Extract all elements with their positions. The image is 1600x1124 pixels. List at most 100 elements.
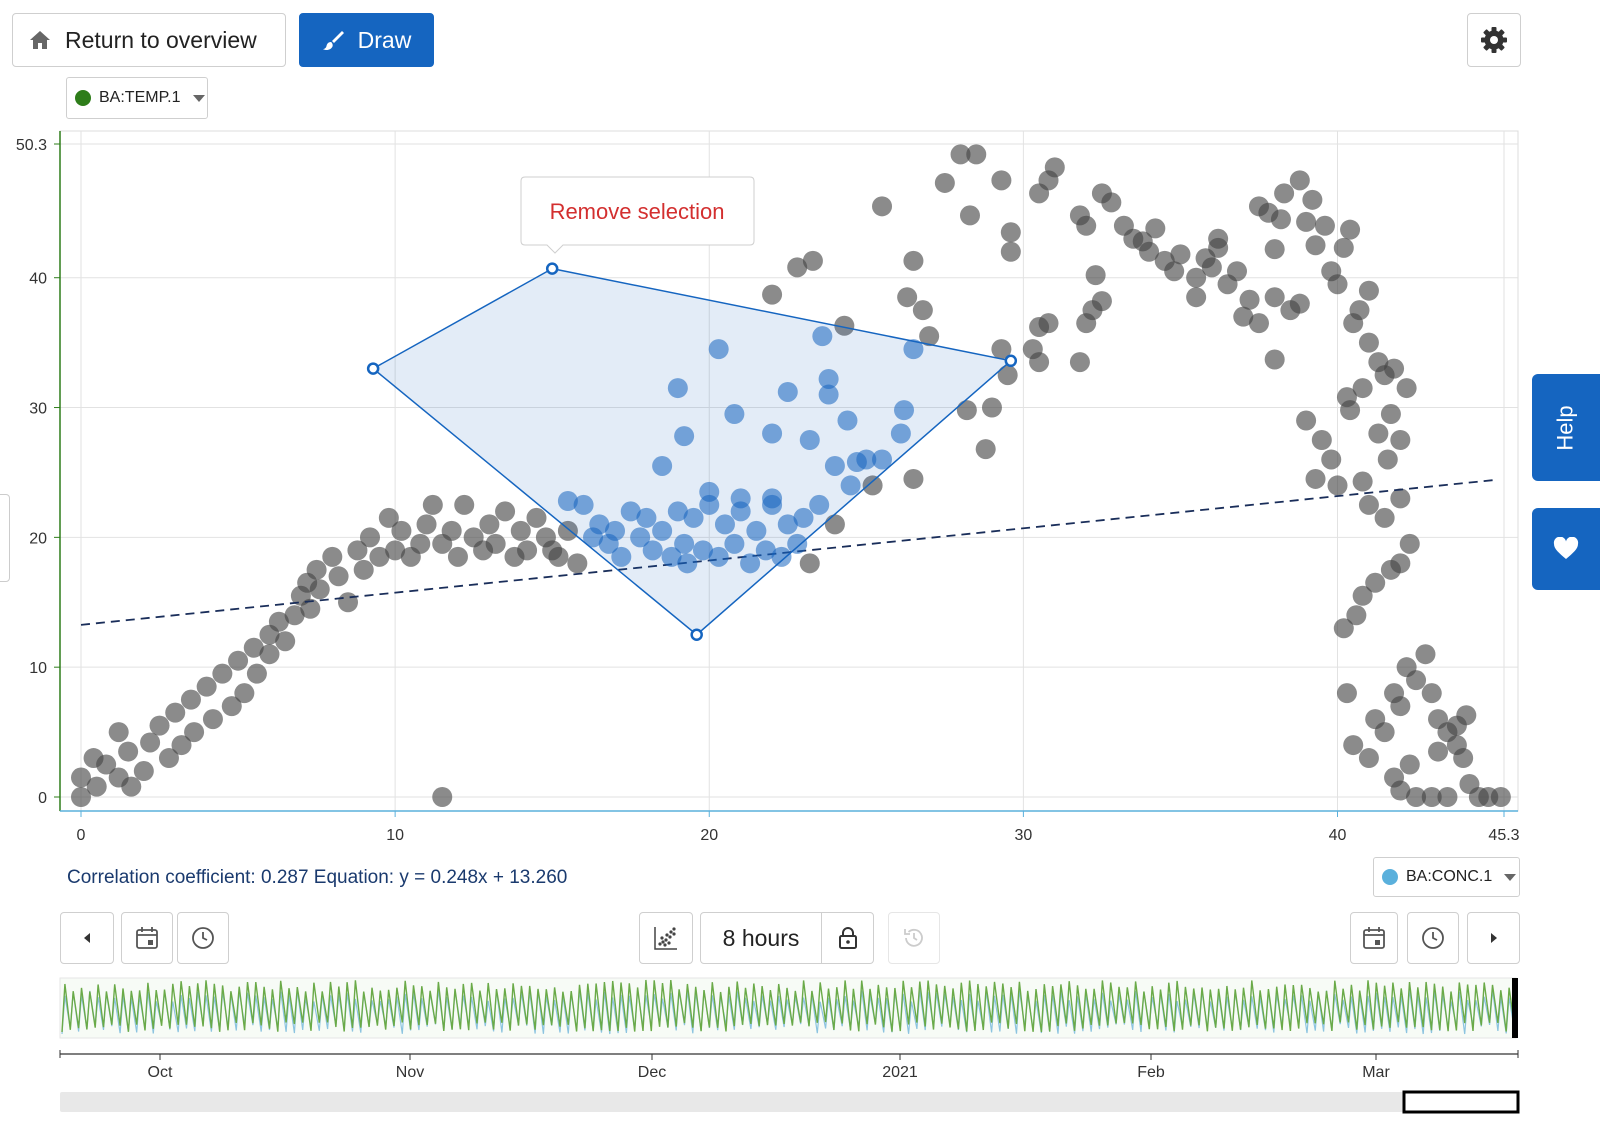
data-point[interactable] bbox=[1170, 244, 1191, 265]
draw-button[interactable]: Draw bbox=[299, 13, 434, 67]
data-point[interactable] bbox=[1346, 605, 1367, 626]
data-point[interactable] bbox=[268, 611, 289, 632]
selected-data-point[interactable] bbox=[724, 404, 745, 425]
data-point[interactable] bbox=[1377, 449, 1398, 470]
data-point[interactable] bbox=[1069, 352, 1090, 373]
selected-data-point[interactable] bbox=[872, 449, 893, 470]
data-point[interactable] bbox=[1358, 748, 1379, 769]
selected-data-point[interactable] bbox=[636, 507, 657, 528]
data-point[interactable] bbox=[1296, 211, 1317, 232]
selection-vertex-handle[interactable] bbox=[545, 262, 559, 275]
selected-data-point[interactable] bbox=[903, 339, 924, 360]
return-to-overview-button[interactable]: Return to overview bbox=[12, 13, 286, 67]
data-point[interactable] bbox=[1101, 192, 1122, 213]
timeline-range-handle[interactable] bbox=[1512, 978, 1518, 1038]
data-point[interactable] bbox=[1302, 189, 1323, 210]
data-point[interactable] bbox=[284, 605, 305, 626]
data-point[interactable] bbox=[1333, 618, 1354, 639]
selected-data-point[interactable] bbox=[755, 540, 776, 561]
data-point[interactable] bbox=[1390, 696, 1411, 717]
data-point[interactable] bbox=[1274, 183, 1295, 204]
favorite-tab[interactable] bbox=[1532, 508, 1600, 590]
data-point[interactable] bbox=[1390, 429, 1411, 450]
selected-data-point[interactable] bbox=[667, 378, 688, 399]
data-point[interactable] bbox=[1201, 257, 1222, 278]
selected-data-point[interactable] bbox=[740, 553, 761, 574]
data-point[interactable] bbox=[1327, 274, 1348, 295]
selected-data-point[interactable] bbox=[818, 368, 839, 389]
data-point[interactable] bbox=[165, 702, 186, 723]
selected-data-point[interactable] bbox=[787, 533, 808, 554]
selected-data-point[interactable] bbox=[630, 527, 651, 548]
selected-data-point[interactable] bbox=[890, 423, 911, 444]
data-point[interactable] bbox=[243, 637, 264, 658]
data-point[interactable] bbox=[1384, 358, 1405, 379]
data-point[interactable] bbox=[1305, 468, 1326, 489]
data-point[interactable] bbox=[1428, 741, 1449, 762]
data-point[interactable] bbox=[1374, 722, 1395, 743]
data-point[interactable] bbox=[1396, 378, 1417, 399]
selected-data-point[interactable] bbox=[661, 546, 682, 567]
data-point[interactable] bbox=[1233, 306, 1254, 327]
data-point[interactable] bbox=[309, 579, 330, 600]
data-point[interactable] bbox=[991, 170, 1012, 191]
data-point[interactable] bbox=[862, 475, 883, 496]
selected-data-point[interactable] bbox=[557, 491, 578, 512]
data-point[interactable] bbox=[1139, 241, 1160, 262]
settings-button[interactable] bbox=[1467, 13, 1521, 67]
data-point[interactable] bbox=[1029, 352, 1050, 373]
selected-data-point[interactable] bbox=[724, 533, 745, 554]
data-point[interactable] bbox=[1374, 507, 1395, 528]
data-point[interactable] bbox=[306, 559, 327, 580]
data-point[interactable] bbox=[526, 507, 547, 528]
data-point[interactable] bbox=[1076, 313, 1097, 334]
data-point[interactable] bbox=[872, 196, 893, 217]
selection-vertex-handle[interactable] bbox=[1004, 354, 1018, 368]
previous-period-button[interactable] bbox=[60, 912, 114, 964]
data-point[interactable] bbox=[1038, 313, 1059, 334]
data-point[interactable] bbox=[1343, 313, 1364, 334]
selected-data-point[interactable] bbox=[777, 381, 798, 402]
data-point[interactable] bbox=[1406, 787, 1427, 807]
selected-data-point[interactable] bbox=[573, 494, 594, 515]
lock-interval-button[interactable] bbox=[821, 912, 874, 964]
data-point[interactable] bbox=[133, 761, 154, 782]
data-point[interactable] bbox=[548, 546, 569, 567]
data-point[interactable] bbox=[259, 644, 280, 665]
selected-data-point[interactable] bbox=[894, 400, 915, 421]
start-date-button[interactable] bbox=[121, 912, 173, 964]
data-point[interactable] bbox=[1311, 429, 1332, 450]
remove-selection-popup[interactable]: Remove selection bbox=[520, 176, 755, 254]
data-point[interactable] bbox=[1321, 449, 1342, 470]
data-point[interactable] bbox=[981, 397, 1002, 418]
data-point[interactable] bbox=[359, 527, 380, 548]
data-point[interactable] bbox=[1264, 287, 1285, 308]
data-point[interactable] bbox=[221, 696, 242, 717]
data-point[interactable] bbox=[762, 284, 783, 305]
selected-data-point[interactable] bbox=[771, 546, 792, 567]
data-point[interactable] bbox=[975, 439, 996, 460]
data-point[interactable] bbox=[1091, 291, 1112, 312]
selected-data-point[interactable] bbox=[652, 455, 673, 476]
data-point[interactable] bbox=[1399, 754, 1420, 775]
data-point[interactable] bbox=[1314, 215, 1335, 236]
left-panel-handle[interactable] bbox=[0, 494, 10, 582]
end-time-button[interactable] bbox=[1407, 912, 1459, 964]
data-point[interactable] bbox=[1226, 261, 1247, 282]
selected-data-point[interactable] bbox=[812, 326, 833, 347]
data-point[interactable] bbox=[1289, 170, 1310, 191]
data-point[interactable] bbox=[1085, 265, 1106, 286]
data-point[interactable] bbox=[1358, 280, 1379, 301]
data-point[interactable] bbox=[1044, 157, 1065, 178]
data-point[interactable] bbox=[959, 205, 980, 226]
help-tab[interactable]: Help bbox=[1532, 374, 1600, 481]
data-point[interactable] bbox=[897, 287, 918, 308]
data-point[interactable] bbox=[454, 494, 475, 515]
data-point[interactable] bbox=[1368, 423, 1389, 444]
data-point[interactable] bbox=[447, 546, 468, 567]
data-point[interactable] bbox=[1000, 241, 1021, 262]
data-point[interactable] bbox=[149, 715, 170, 736]
selected-data-point[interactable] bbox=[583, 527, 604, 548]
data-point[interactable] bbox=[903, 250, 924, 271]
selected-data-point[interactable] bbox=[840, 475, 861, 496]
